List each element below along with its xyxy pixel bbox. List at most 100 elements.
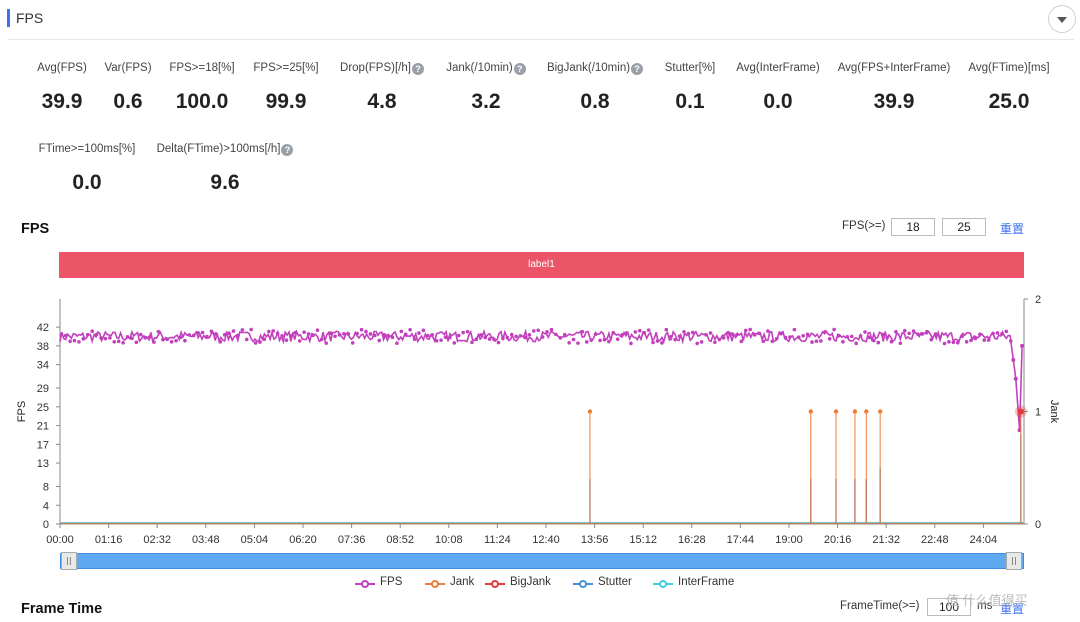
fps-reset-link[interactable]: 重置: [1000, 222, 1025, 236]
legend-marker-icon: [659, 580, 667, 588]
fps-point: [854, 341, 858, 346]
legend-label: InterFrame: [678, 576, 735, 588]
fps-point: [1008, 339, 1013, 343]
metric-label-text: FPS>=18[%]: [169, 62, 235, 74]
fps-point: [911, 329, 916, 333]
fps-chart-title: FPS: [21, 221, 50, 237]
fps-point: [518, 334, 523, 338]
fps-point: [390, 335, 395, 340]
fps-point: [721, 336, 726, 340]
label-band[interactable]: label1: [59, 252, 1024, 278]
x-tick-label: 19:00: [775, 534, 803, 546]
jank-point: [833, 409, 839, 414]
fps-point: [1020, 343, 1025, 348]
metric-metrics_row1-6: BigJank(/10min)? 0.8: [515, 61, 675, 114]
fps-chart[interactable]: 0 4 8 13 17 21 25 29 34 38 42 0 1 2 00:00 01:16 02:32 03:…: [0, 285, 1080, 547]
metric-value: 3.2: [471, 90, 501, 113]
fps-threshold-high-input[interactable]: 25: [942, 218, 986, 236]
fps-point: [549, 327, 554, 332]
fps-point: [218, 340, 223, 344]
fps-point: [743, 328, 748, 333]
fps-point: [68, 339, 72, 344]
fps-line: [59, 328, 1023, 431]
frametime-threshold-input[interactable]: 100: [927, 598, 971, 616]
metric-label: Delta(FTime)>100ms[/h]?: [145, 142, 305, 156]
fps-point: [417, 331, 421, 335]
fps-point: [880, 332, 885, 337]
legend-label: FPS: [380, 576, 403, 588]
fps-point: [805, 332, 810, 337]
legend-marker-icon: [431, 580, 439, 588]
x-tick-label: 10:08: [435, 534, 463, 546]
fps-point: [545, 330, 549, 334]
fps-point: [403, 332, 408, 337]
fps-point: [130, 336, 134, 341]
metric-metrics_row1-10: Avg(FTime)[ms] 25.0: [929, 61, 1080, 114]
fps-point: [483, 335, 488, 340]
header-accent-bar: [7, 9, 10, 27]
fps-point: [827, 337, 832, 341]
metric-value: 0.0: [72, 171, 102, 194]
metric-label-text: Stutter[%]: [664, 62, 716, 74]
fps-point: [267, 329, 271, 334]
help-icon[interactable]: ?: [411, 63, 424, 75]
collapse-button[interactable]: [1048, 5, 1076, 33]
fps-point: [788, 335, 792, 339]
metric-label: FPS>=25[%]: [206, 61, 366, 75]
metric-value: 9.6: [210, 171, 240, 194]
x-tick-label: 06:20: [289, 534, 317, 546]
help-icon[interactable]: ?: [281, 144, 294, 156]
fps-point: [801, 333, 805, 338]
fps-point: [443, 335, 448, 340]
fps-threshold-low-input[interactable]: 18: [891, 218, 935, 236]
fps-point: [554, 332, 558, 337]
fps-point: [810, 340, 814, 344]
x-tick-label: 21:32: [872, 534, 900, 546]
zoom-handle-right[interactable]: [1006, 552, 1022, 570]
fps-point: [205, 334, 209, 339]
fps-point: [125, 335, 130, 339]
metric-value: 100.0: [175, 90, 229, 113]
fps-point: [615, 337, 620, 342]
fps-point: [832, 327, 836, 332]
fps-point: [196, 331, 200, 335]
frametime-reset-link[interactable]: 重置: [1000, 602, 1025, 616]
metric-label: BigJank(/10min)?: [515, 61, 675, 75]
fps-point: [275, 331, 280, 336]
fps-point: [735, 332, 739, 337]
fps-point: [562, 332, 567, 337]
metric-value: 25.0: [988, 90, 1030, 113]
fps-point: [253, 341, 258, 345]
fps-point: [770, 339, 775, 344]
frametime-threshold-label: FrameTime(>=): [840, 600, 920, 612]
metric-value: 99.9: [265, 90, 307, 113]
y-right-tick-label: 0: [1035, 519, 1041, 531]
help-icon[interactable]: ?: [513, 63, 526, 75]
legend-label: Stutter: [598, 576, 632, 588]
fps-point: [624, 331, 629, 335]
metric-label-text: Drop(FPS)[/h]: [340, 62, 411, 74]
metric-metrics_row2-0: FTime>=100ms[%] 0.0: [7, 142, 167, 195]
fps-point: [112, 339, 117, 344]
fps-point: [576, 341, 580, 345]
fps-point: [920, 332, 925, 336]
metric-metrics_row2-1: Delta(FTime)>100ms[/h]? 9.6: [145, 142, 305, 195]
zoom-handle-left[interactable]: [61, 552, 77, 570]
fps-point: [496, 340, 501, 345]
fps-point: [377, 338, 382, 343]
fps-point: [584, 340, 589, 344]
fps-point: [757, 331, 761, 336]
fps-point: [94, 332, 99, 337]
metric-metrics_row1-1: Var(FPS) 0.6: [48, 61, 208, 114]
fps-point: [863, 330, 867, 334]
fps-point: [699, 340, 704, 344]
zoom-slider-track[interactable]: [60, 553, 1024, 569]
help-icon[interactable]: ?: [631, 63, 644, 75]
fps-point: [337, 333, 342, 337]
fps-point: [311, 333, 315, 338]
fps-point: [191, 333, 196, 338]
fps-point: [501, 336, 505, 341]
fps-point: [779, 331, 783, 336]
y-left-tick-label: 38: [37, 341, 49, 353]
fps-point: [836, 334, 841, 338]
